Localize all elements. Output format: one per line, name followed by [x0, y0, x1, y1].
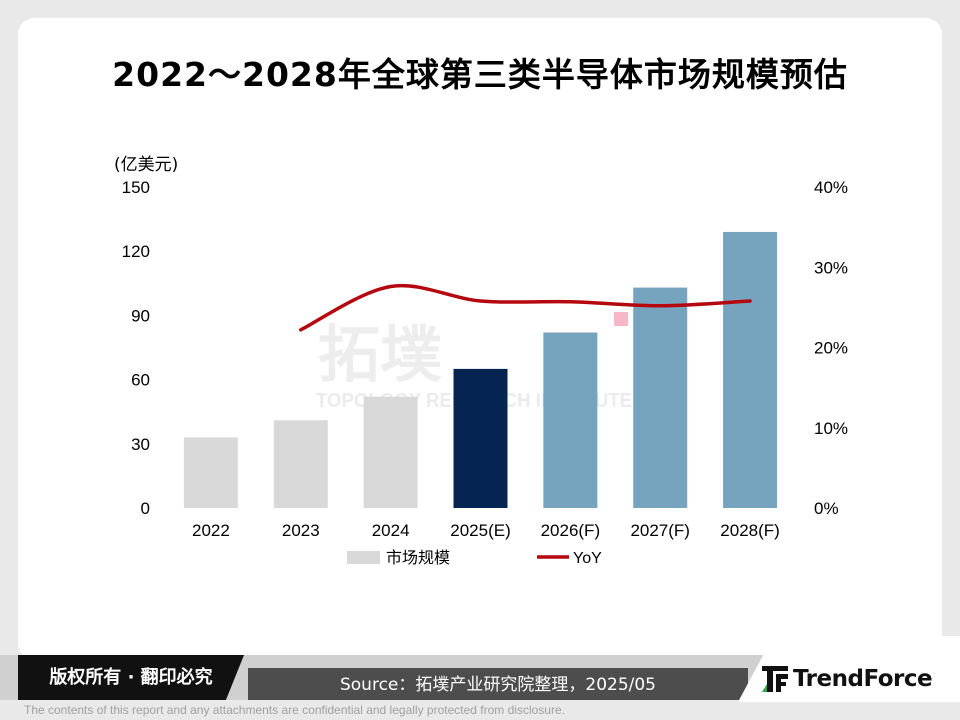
y2-tick-label: 10% [814, 419, 848, 438]
x-tick-label: 2025(E) [450, 521, 510, 540]
x-tick-label: 2026(F) [541, 521, 601, 540]
y-axis-unit: (亿美元) [114, 155, 178, 175]
x-tick-label: 2022 [192, 521, 230, 540]
copyright-notice: 版权所有 · 翻印必究 [18, 655, 244, 700]
chart-title: 2022～2028年全球第三类半导体市场规模预估 [112, 55, 848, 94]
bar-2024 [363, 396, 418, 508]
bar-2023 [273, 420, 328, 508]
y-tick-label: 30 [131, 435, 150, 454]
legend-line-label: YoY [573, 550, 602, 567]
bar-2022 [183, 437, 238, 508]
y-tick-label: 90 [131, 306, 150, 325]
x-tick-label: 2028(F) [720, 521, 780, 540]
legend-bar-label: 市场规模 [386, 548, 450, 567]
disclaimer: The contents of this report and any atta… [24, 703, 565, 717]
x-tick-label: 2024 [372, 521, 410, 540]
bar-2026(F) [543, 332, 598, 508]
y-tick-label: 60 [131, 371, 150, 390]
x-tick-label: 2023 [282, 521, 320, 540]
bar-2027(F) [633, 287, 688, 508]
bar-2028(F) [723, 231, 778, 508]
y2-tick-label: 0% [814, 499, 839, 518]
y-tick-label: 150 [122, 178, 150, 197]
source-note: Source：拓墣产业研究院整理，2025/05 [248, 668, 748, 700]
trendforce-logo: TrendForce [793, 666, 933, 692]
watermark-accent-square [614, 312, 628, 326]
y2-tick-label: 20% [814, 339, 848, 358]
bar-2025(E) [453, 368, 508, 508]
trendforce-logo-icon [762, 666, 788, 692]
yoy-line [299, 283, 752, 332]
y-tick-label: 120 [122, 242, 150, 261]
y-tick-label: 0 [141, 499, 150, 518]
watermark-logo: 拓墣 [318, 318, 442, 391]
y2-tick-label: 30% [814, 258, 848, 277]
y2-tick-label: 40% [814, 178, 848, 197]
chart-card [18, 18, 942, 660]
x-tick-label: 2027(F) [630, 521, 690, 540]
legend-bar-swatch [347, 551, 380, 564]
